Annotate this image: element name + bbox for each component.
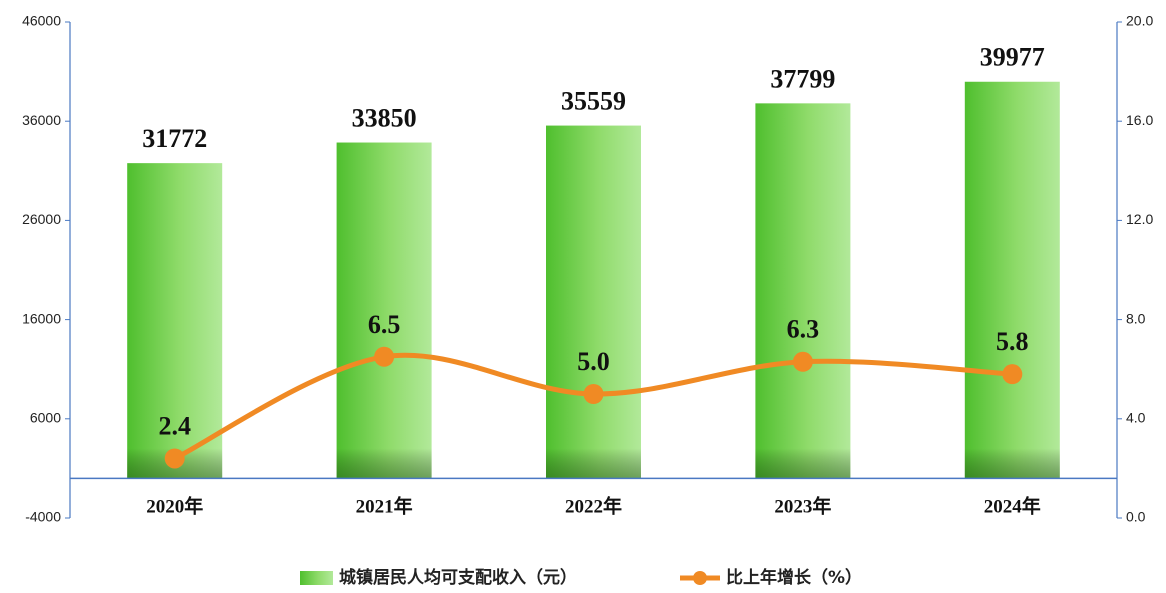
x-tick-label: 2024年 <box>984 494 1041 517</box>
y-tick-label: 46000 <box>22 13 61 29</box>
bar-shade <box>755 448 851 479</box>
line-point <box>1002 364 1023 385</box>
line-point <box>374 346 395 367</box>
y-tick-label: 26000 <box>22 211 61 227</box>
bar-shade <box>964 448 1060 479</box>
bar-value-label: 35559 <box>561 87 626 116</box>
line-value-label: 5.0 <box>577 347 610 376</box>
x-tick-label: 2023年 <box>774 494 831 517</box>
legend-swatch <box>300 571 333 585</box>
y2-tick-label: 12.0 <box>1126 211 1153 227</box>
legend-swatch-point <box>693 571 707 585</box>
bar-shade <box>546 448 641 479</box>
y-tick-label: -4000 <box>25 509 61 525</box>
x-tick-label: 2020年 <box>146 494 203 517</box>
y2-tick-label: 16.0 <box>1126 112 1153 128</box>
x-tick-label: 2022年 <box>565 494 622 517</box>
y-tick-label: 36000 <box>22 112 61 128</box>
y2-tick-label: 0.0 <box>1126 509 1146 525</box>
y-tick-label: 6000 <box>30 410 61 426</box>
line-point <box>164 448 185 469</box>
bar <box>964 81 1060 479</box>
bar <box>336 142 432 479</box>
line-value-label: 6.3 <box>787 315 820 344</box>
bar-value-label: 33850 <box>352 103 417 132</box>
y-tick-label: 16000 <box>22 310 61 326</box>
line-value-label: 6.5 <box>368 310 401 339</box>
y2-tick-label: 20.0 <box>1126 13 1153 29</box>
line-point <box>583 384 604 404</box>
legend-label: 比上年增长（%） <box>726 567 862 588</box>
bar-value-label: 31772 <box>142 124 207 153</box>
x-tick-label: 2021年 <box>356 494 413 517</box>
y2-tick-label: 8.0 <box>1126 310 1146 326</box>
bar <box>755 103 851 479</box>
line-value-label: 2.4 <box>158 411 191 440</box>
bar <box>546 125 641 479</box>
y2-tick-label: 4.0 <box>1126 410 1146 426</box>
bar-value-label: 37799 <box>770 64 835 93</box>
line-point <box>792 351 813 372</box>
bar <box>127 163 223 479</box>
bar-shade <box>336 448 432 479</box>
legend-label: 城镇居民人均可支配收入（元） <box>339 567 577 588</box>
bar-value-label: 39977 <box>980 43 1045 72</box>
line-value-label: 5.8 <box>996 327 1029 356</box>
